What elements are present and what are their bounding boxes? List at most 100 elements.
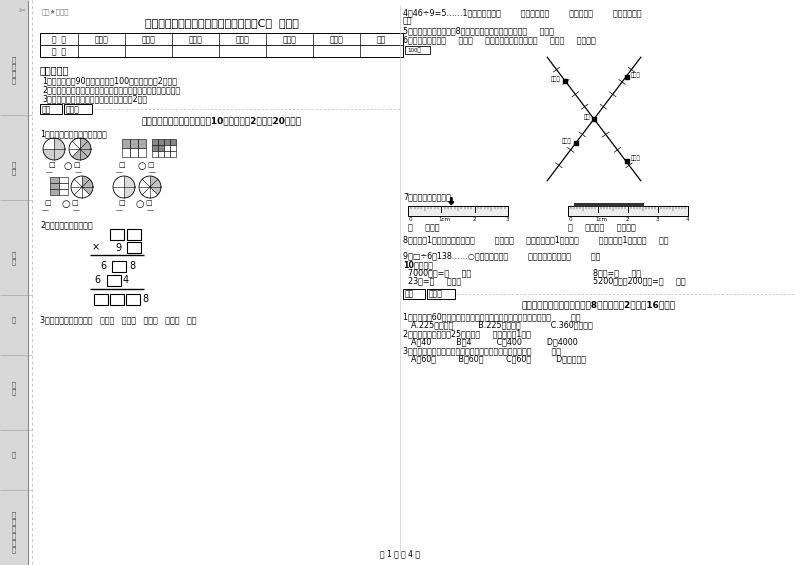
Text: 内: 内 bbox=[12, 317, 16, 323]
Text: 7000千克=（     ）吨: 7000千克=（ ）吨 bbox=[408, 269, 471, 278]
Text: 23吨=（     ）千克: 23吨=（ ）千克 bbox=[408, 277, 461, 286]
Text: 6: 6 bbox=[94, 275, 100, 285]
Bar bbox=[0, 0, 28, 565]
Text: 考试须知：: 考试须知： bbox=[40, 65, 70, 75]
Bar bbox=[158, 145, 164, 151]
Bar bbox=[403, 289, 425, 299]
Bar bbox=[127, 242, 141, 253]
Text: 学校: 学校 bbox=[583, 114, 590, 120]
Text: 评卷人: 评卷人 bbox=[66, 105, 80, 114]
Text: 校: 校 bbox=[12, 389, 16, 396]
Polygon shape bbox=[150, 176, 158, 187]
Text: 应用题: 应用题 bbox=[330, 35, 343, 44]
Text: ）。: ）。 bbox=[403, 16, 413, 25]
Text: 2: 2 bbox=[626, 218, 630, 222]
Text: 2．平均每个同学体重25千克，（     ）名同学重1吨。: 2．平均每个同学体重25千克，（ ）名同学重1吨。 bbox=[403, 330, 531, 339]
Text: 5．小明从一楼到三楼用8秒，照这样他从一楼到五楼用（     ）秒。: 5．小明从一楼到三楼用8秒，照这样他从一楼到五楼用（ ）秒。 bbox=[403, 26, 554, 35]
Text: —: — bbox=[116, 207, 123, 213]
Polygon shape bbox=[72, 149, 80, 160]
Text: 8: 8 bbox=[129, 261, 135, 271]
Bar bbox=[170, 139, 176, 145]
Text: 证: 证 bbox=[12, 71, 16, 77]
Text: 1．把一根长60厘米的铁丝围成一个正方形，这个正方形的面积是（        ）。: 1．把一根长60厘米的铁丝围成一个正方形，这个正方形的面积是（ ）。 bbox=[403, 313, 581, 321]
Bar bbox=[40, 33, 403, 57]
Bar bbox=[427, 289, 455, 299]
Text: 1．看图写分数，并比较大小。: 1．看图写分数，并比较大小。 bbox=[40, 129, 106, 138]
Bar bbox=[164, 139, 170, 145]
Polygon shape bbox=[82, 187, 93, 195]
Text: 0: 0 bbox=[409, 218, 412, 222]
Text: —: — bbox=[147, 207, 154, 213]
Text: 3．不要在试卷上乱写乱画，卷面不整洁扣2分。: 3．不要在试卷上乱写乱画，卷面不整洁扣2分。 bbox=[42, 94, 147, 103]
Text: 4: 4 bbox=[123, 275, 129, 285]
Bar bbox=[158, 151, 164, 157]
Text: 5200千克－200千克=（     ）吨: 5200千克－200千克=（ ）吨 bbox=[593, 277, 686, 286]
Text: 得分: 得分 bbox=[42, 105, 51, 114]
Text: 3: 3 bbox=[506, 218, 510, 222]
Text: 微客★自用版: 微客★自用版 bbox=[42, 8, 70, 15]
Bar bbox=[94, 294, 108, 305]
Text: 填空题: 填空题 bbox=[94, 35, 109, 44]
Text: 1cm: 1cm bbox=[595, 218, 607, 222]
Text: □: □ bbox=[44, 200, 50, 206]
Text: —: — bbox=[46, 169, 53, 175]
Text: A．40          B．4          C．400          D．4000: A．40 B．4 C．400 D．4000 bbox=[411, 338, 578, 347]
Bar bbox=[127, 229, 141, 240]
Text: ○: ○ bbox=[136, 199, 145, 209]
Bar bbox=[59, 177, 68, 183]
Text: □: □ bbox=[118, 200, 125, 206]
Bar bbox=[130, 139, 138, 148]
Polygon shape bbox=[150, 179, 161, 187]
Bar bbox=[112, 261, 126, 272]
Bar bbox=[110, 229, 124, 240]
Text: 3．常用的长度单位有（   ）、（   ）、（   ）、（   ）、（   ）。: 3．常用的长度单位有（ ）、（ ）、（ ）、（ ）、（ ）。 bbox=[40, 315, 197, 324]
Polygon shape bbox=[80, 141, 91, 149]
Text: 4: 4 bbox=[686, 218, 690, 222]
Bar bbox=[130, 148, 138, 157]
Bar bbox=[152, 145, 158, 151]
Bar bbox=[122, 139, 130, 148]
Text: 8千克=（     ）克: 8千克=（ ）克 bbox=[593, 269, 641, 278]
Bar bbox=[152, 151, 158, 157]
Text: 多: 多 bbox=[12, 512, 16, 518]
Text: —: — bbox=[116, 169, 123, 175]
Text: 题  号: 题 号 bbox=[52, 35, 66, 44]
Bar bbox=[50, 189, 59, 195]
Bar bbox=[568, 206, 688, 216]
Text: 100米: 100米 bbox=[407, 47, 421, 53]
Text: 综合题: 综合题 bbox=[282, 35, 297, 44]
Text: 6: 6 bbox=[100, 261, 106, 271]
Text: 考: 考 bbox=[12, 64, 16, 70]
Text: 3: 3 bbox=[656, 218, 659, 222]
Text: 8: 8 bbox=[142, 294, 148, 304]
Text: □: □ bbox=[145, 200, 152, 206]
Text: A.225平方分米          B.225平方厘米            C.360平方厘米: A.225平方分米 B.225平方厘米 C.360平方厘米 bbox=[411, 321, 593, 330]
Text: （: （ bbox=[12, 525, 16, 532]
Bar bbox=[574, 203, 643, 207]
Text: 小明家: 小明家 bbox=[630, 156, 640, 162]
Bar bbox=[50, 177, 59, 183]
Bar bbox=[164, 145, 170, 151]
Text: —: — bbox=[75, 169, 82, 175]
Text: A．60秒         B．60分         C．60时          D．无法确定: A．60秒 B．60分 C．60时 D．无法确定 bbox=[411, 355, 586, 364]
FancyArrow shape bbox=[449, 198, 454, 205]
Text: 小明家: 小明家 bbox=[630, 73, 640, 78]
Bar bbox=[138, 148, 146, 157]
Text: ）: ） bbox=[12, 547, 16, 553]
Text: 班: 班 bbox=[12, 162, 16, 168]
Polygon shape bbox=[82, 176, 90, 187]
Bar bbox=[64, 104, 92, 114]
Text: 6．小红家在学校（     ）方（     ）米处；小明家在学校（     ）方（     ）米处。: 6．小红家在学校（ ）方（ ）米处；小明家在学校（ ）方（ ）米处。 bbox=[403, 35, 596, 44]
Text: 小红家: 小红家 bbox=[551, 76, 561, 82]
Text: 名: 名 bbox=[12, 451, 16, 458]
Text: ○: ○ bbox=[64, 161, 73, 171]
Polygon shape bbox=[80, 149, 91, 157]
Text: 得分: 得分 bbox=[405, 290, 414, 299]
Text: （     ）厘米（     ）毫米。: （ ）厘米（ ）毫米。 bbox=[568, 224, 636, 233]
Text: 得  分: 得 分 bbox=[52, 47, 66, 56]
Text: 二、反复比较，慎重选择（共8小题，每题2分，共16分）。: 二、反复比较，慎重选择（共8小题，每题2分，共16分）。 bbox=[522, 301, 676, 310]
Text: 2．在里填上适当的数。: 2．在里填上适当的数。 bbox=[40, 220, 93, 229]
Text: 评卷人: 评卷人 bbox=[429, 290, 443, 299]
Bar bbox=[170, 145, 176, 151]
Text: 1．考试时间：90分钟，满分为100分（含卷面分2分）。: 1．考试时间：90分钟，满分为100分（含卷面分2分）。 bbox=[42, 76, 177, 85]
